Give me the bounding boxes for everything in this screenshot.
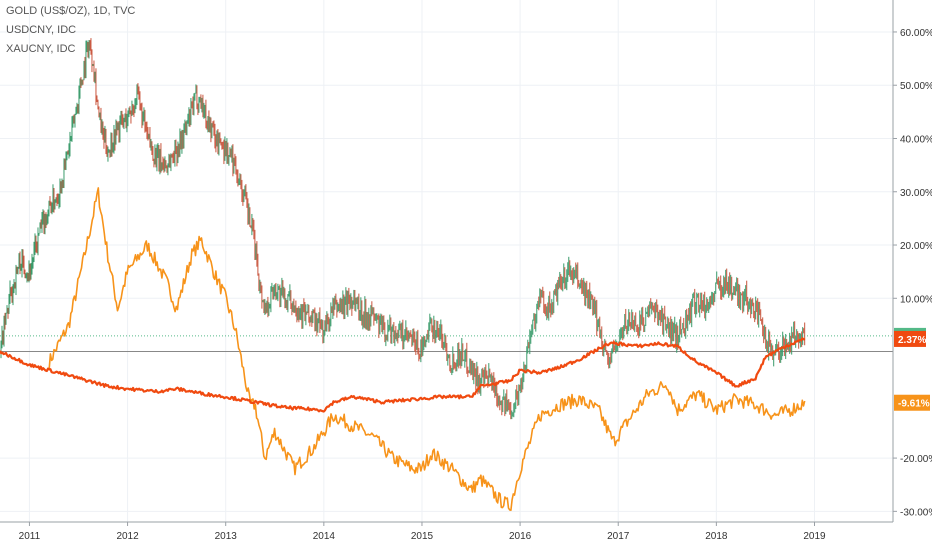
last-value-badge [894, 330, 926, 347]
x-tick-label: 2014 [313, 531, 336, 542]
last-value-label: 2.37% [898, 335, 926, 346]
y-axis-ticks[interactable]: 60.00% 50.00% 40.00% 30.00% 20.00% 10.00% -20.… [893, 28, 932, 518]
y-tick-label: 20.00% [900, 241, 932, 252]
last-value-badge [894, 394, 930, 411]
axes [0, 0, 894, 523]
x-axis-ticks[interactable]: 2011 2012 2013 2014 2015 2016 2017 2018 2019 [19, 522, 826, 542]
x-tick-label: 2012 [116, 531, 139, 542]
y-tick-label: 50.00% [900, 81, 932, 92]
x-tick-label: 2018 [705, 531, 728, 542]
last-value-label: -9.61% [898, 399, 930, 410]
x-tick-label: 2019 [803, 531, 826, 542]
y-tick-label: 40.00% [900, 134, 932, 145]
y-tick-label: -20.00% [900, 454, 932, 465]
legend-gold[interactable]: GOLD (US$/OZ), 1D, TVC [6, 5, 136, 17]
x-tick-label: 2013 [215, 531, 238, 542]
y-tick-label: 10.00% [900, 294, 932, 305]
xaucny-line[interactable] [48, 187, 806, 512]
x-tick-label: 2017 [607, 531, 630, 542]
grid [0, 0, 893, 522]
legend-xaucny[interactable]: XAUCNY, IDC [6, 43, 76, 55]
plot-area[interactable] [0, 38, 806, 512]
x-tick-label: 2011 [19, 531, 41, 542]
x-tick-label: 2015 [411, 531, 434, 542]
x-tick-label: 2016 [509, 531, 532, 542]
y-tick-label: 60.00% [900, 28, 932, 39]
last-value-badges: 2.94%2.37%-9.61% [894, 327, 930, 411]
usdcny-line[interactable] [0, 337, 806, 413]
y-tick-label: 30.00% [900, 188, 932, 199]
legend-usdcny[interactable]: USDCNY, IDC [6, 24, 77, 36]
y-tick-label: -30.00% [900, 507, 932, 518]
